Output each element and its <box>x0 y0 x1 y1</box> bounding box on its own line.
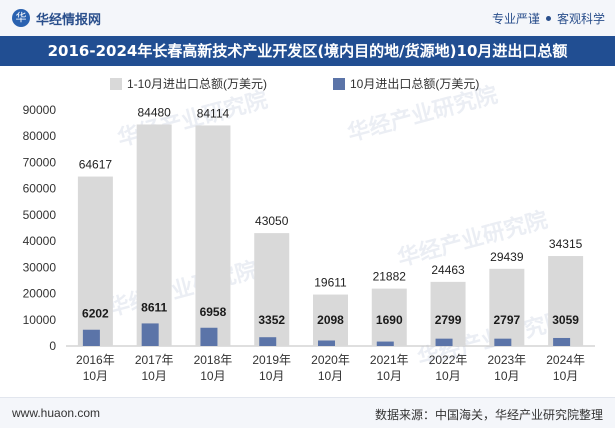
brand-name: 华经情报网 <box>36 11 102 27</box>
y-tick-label: 70000 <box>23 155 57 169</box>
x-tick-label: 2020年 10月 <box>311 353 350 383</box>
x-tick-label: 2019年 10月 <box>252 353 291 383</box>
top-bar: 华 华经情报网 专业严谨 客观科学 <box>0 0 615 37</box>
y-tick-label: 50000 <box>23 208 57 222</box>
y-tick-label: 10000 <box>23 313 57 327</box>
watermark-text: 华经产业研究院 <box>395 207 550 271</box>
y-tick-label: 90000 <box>23 103 57 117</box>
bar-series-2 <box>82 329 100 346</box>
data-label-series-1: 29439 <box>490 250 524 264</box>
x-tick-label: 2023年 10月 <box>487 353 526 383</box>
bar-series-2 <box>435 338 453 346</box>
x-tick-label: 2022年 10月 <box>429 353 468 383</box>
data-label-series-2: 3352 <box>258 313 285 327</box>
brand[interactable]: 华 华经情报网 <box>12 9 101 27</box>
data-label-series-1: 19611 <box>314 276 347 290</box>
motto-right: 客观科学 <box>556 12 605 26</box>
y-tick-label: 80000 <box>23 129 57 143</box>
bar-series-1 <box>136 124 172 346</box>
bar-series-1 <box>371 288 407 346</box>
legend-label-series-1: 1-10月进出口总额(万美元) <box>127 77 267 91</box>
data-label-series-1: 34315 <box>549 237 583 251</box>
x-tick-label: 2024年 10月 <box>546 353 585 383</box>
data-label-series-1: 43050 <box>255 214 289 228</box>
dot-separator-icon <box>545 16 551 21</box>
x-tick-label: 2021年 10月 <box>370 353 409 383</box>
chart-title: 2016-2024年长春高新技术产业开发区(境内目的地/货源地)10月进出口总额 <box>47 42 568 60</box>
watermark-text: 华经产业研究院 <box>105 257 260 321</box>
legend-label-series-2: 10月进出口总额(万美元) <box>350 77 479 91</box>
data-label-series-2: 2098 <box>317 313 344 327</box>
legend-swatch-series-1 <box>110 78 122 90</box>
y-tick-label: 40000 <box>23 234 57 248</box>
bar-series-2 <box>141 323 159 346</box>
data-label-series-1: 84480 <box>137 105 171 119</box>
x-tick-label: 2016年 10月 <box>76 353 115 383</box>
y-tick-label: 0 <box>49 339 56 353</box>
brand-logo-icon: 华 <box>12 9 30 27</box>
bar-series-1 <box>195 125 231 346</box>
data-label-series-1: 24463 <box>431 263 465 277</box>
bar-series-2 <box>318 340 335 346</box>
bar-series-1 <box>77 176 113 346</box>
data-label-series-2: 2797 <box>493 313 520 327</box>
bar-series-1 <box>430 281 466 346</box>
bar-series-1 <box>254 233 290 346</box>
bar-series-2 <box>259 337 277 346</box>
data-label-series-2: 1690 <box>376 313 403 327</box>
watermark-text: 华经产业研究院 <box>345 82 500 146</box>
site-url[interactable]: www.huaon.com <box>12 406 101 420</box>
bar-series-2 <box>494 338 512 346</box>
data-label-series-1: 64617 <box>79 158 113 172</box>
bar-series-2 <box>553 337 571 346</box>
bar-series-1 <box>313 294 348 346</box>
data-source: 数据来源：中国海关，华经产业研究院整理 <box>374 408 603 422</box>
motto-left: 专业严谨 <box>491 12 540 26</box>
bar-series-2 <box>376 341 394 346</box>
bar-series-1 <box>489 268 525 346</box>
footer: www.huaon.com 数据来源：中国海关，华经产业研究院整理 <box>0 397 615 428</box>
title-bar: 2016-2024年长春高新技术产业开发区(境内目的地/货源地)10月进出口总额 <box>0 36 615 66</box>
data-label-series-2: 3059 <box>552 313 579 327</box>
y-tick-label: 20000 <box>23 287 57 301</box>
motto: 专业严谨 客观科学 <box>492 10 605 27</box>
y-tick-label: 30000 <box>23 260 57 274</box>
data-label-series-2: 6958 <box>200 305 227 319</box>
data-label-series-1: 84114 <box>197 106 230 120</box>
bar-series-1 <box>548 256 584 346</box>
bar-series-2 <box>200 327 218 346</box>
bar-chart: 华经产业研究院华经产业研究院华经产业研究院华经产业研究院华经产业研究院1-10月… <box>23 77 595 383</box>
data-label-series-2: 2799 <box>435 313 462 327</box>
data-label-series-2: 8611 <box>141 300 167 314</box>
legend-swatch-series-2 <box>333 78 345 90</box>
x-tick-label: 2017年 10月 <box>135 353 174 383</box>
x-tick-label: 2018年 10月 <box>194 353 233 383</box>
data-label-series-2: 6202 <box>82 307 109 321</box>
data-label-series-1: 21882 <box>373 270 407 284</box>
y-tick-label: 60000 <box>23 182 57 196</box>
